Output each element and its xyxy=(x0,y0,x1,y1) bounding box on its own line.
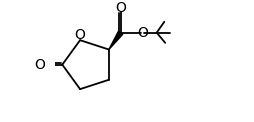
Text: O: O xyxy=(115,1,126,15)
Text: O: O xyxy=(34,58,45,72)
Polygon shape xyxy=(109,31,123,50)
Text: O: O xyxy=(74,28,85,42)
Text: O: O xyxy=(137,26,148,40)
